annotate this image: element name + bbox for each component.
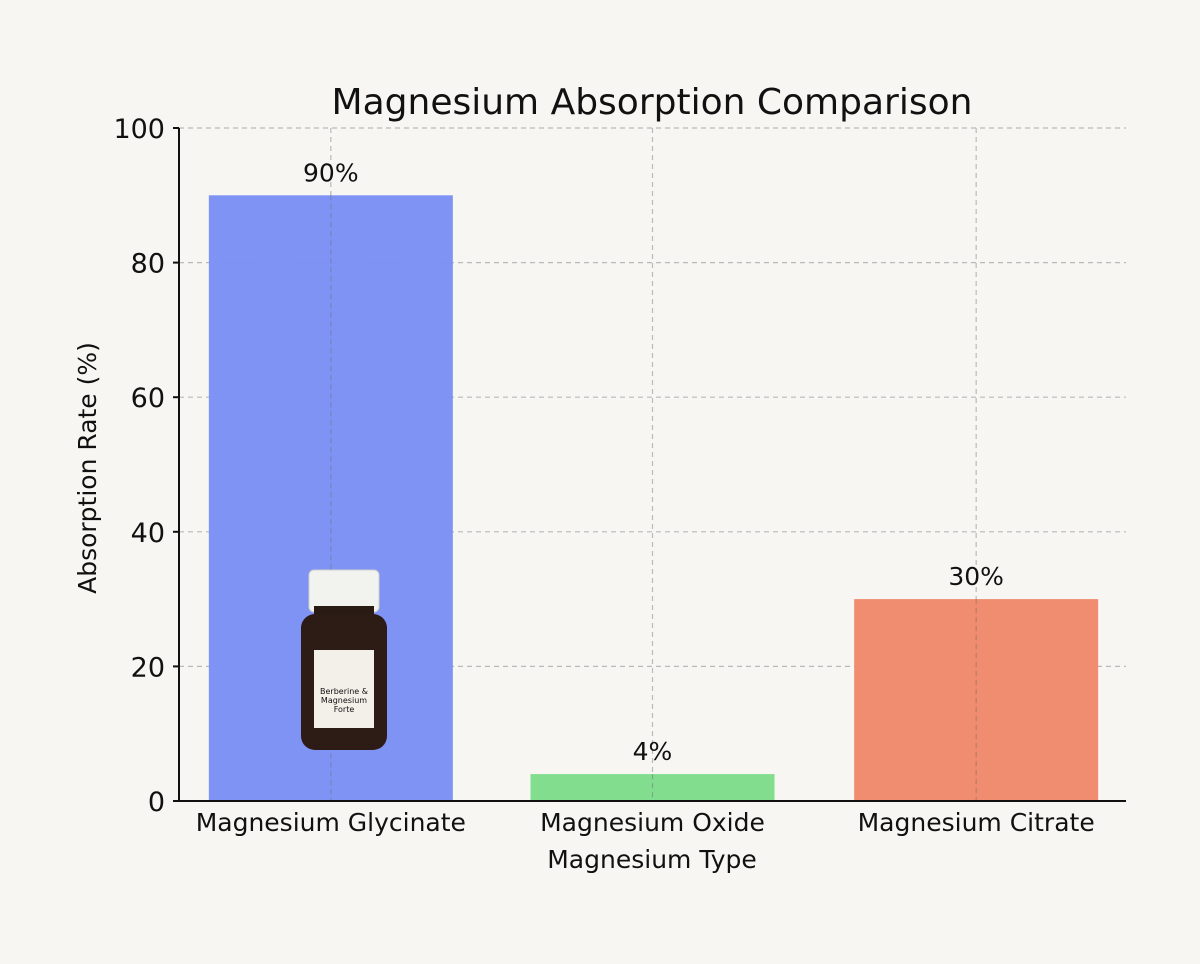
- bottle-label: [314, 650, 374, 728]
- text-layer: Magnesium Absorption Comparison Absorpti…: [73, 82, 1095, 874]
- y-tick-label: 100: [113, 114, 165, 145]
- y-tick-label: 40: [131, 518, 165, 549]
- bottle-label-text: Forte: [334, 705, 355, 714]
- x-tick-label: Magnesium Glycinate: [196, 808, 466, 837]
- bar: [854, 599, 1099, 801]
- bar-value-label: 90%: [303, 158, 359, 187]
- y-tick-label: 0: [148, 787, 165, 818]
- y-tick-label: 60: [131, 383, 165, 414]
- bottle-cap: [308, 569, 380, 613]
- y-tick-label: 20: [131, 652, 165, 683]
- x-axis-label: Magnesium Type: [547, 845, 757, 874]
- bottle-label-text: Magnesium: [321, 696, 367, 705]
- bar-value-label: 30%: [948, 562, 1004, 591]
- bar-value-label: 4%: [633, 737, 673, 766]
- axis-layer: [178, 128, 1126, 802]
- bar: [530, 774, 775, 801]
- chart-title: Magnesium Absorption Comparison: [332, 82, 973, 123]
- y-axis-label: Absorption Rate (%): [73, 342, 102, 594]
- x-tick-label: Magnesium Citrate: [858, 808, 1095, 837]
- bottle-label-text: Berberine &: [320, 687, 368, 696]
- y-tick-label: 80: [131, 249, 165, 280]
- x-tick-label: Magnesium Oxide: [540, 808, 765, 837]
